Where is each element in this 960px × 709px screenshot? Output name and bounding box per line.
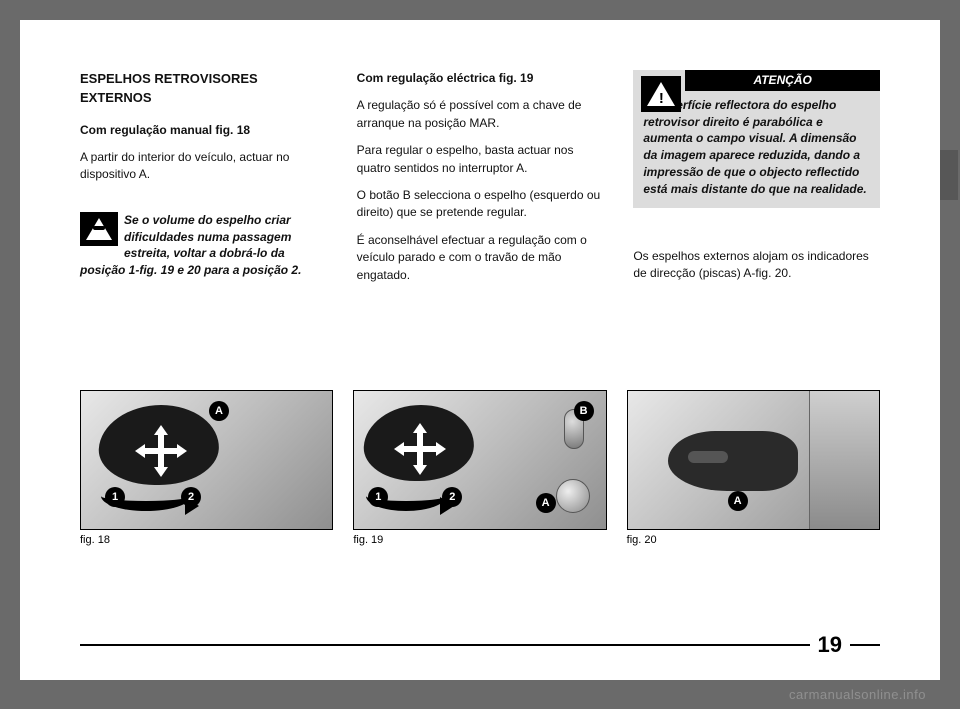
marker-a: A — [536, 493, 556, 513]
marker-b: B — [574, 401, 594, 421]
marker-a: A — [728, 491, 748, 511]
section-tab — [940, 150, 958, 200]
heading-main: ESPELHOS RETROVISORES EXTERNOS — [80, 70, 327, 108]
figure-image: A 1 2 — [80, 390, 333, 530]
column-1: ESPELHOS RETROVISORES EXTERNOS Com regul… — [80, 70, 327, 360]
warning-box: ATENÇÃO A superfície reflectora do espel… — [633, 70, 880, 208]
page-footer: 19 — [80, 632, 880, 658]
figure-image: B A 1 2 — [353, 390, 606, 530]
page-number: 19 — [810, 632, 850, 658]
watermark: carmanualsonline.info — [789, 687, 926, 702]
figure-18: F0X0019m A 1 2 fig. 18 — [80, 390, 333, 546]
paragraph: A partir do interior do veículo, actuar … — [80, 149, 327, 184]
paragraph: A regulação só é possível com a chave de… — [357, 97, 604, 132]
paragraph: Os espelhos externos alojam os indicador… — [633, 248, 880, 283]
figure-20: F0X0021m A fig. 20 — [627, 390, 880, 546]
column-2: Com regulação eléctrica fig. 19 A regula… — [357, 70, 604, 360]
column-3: ATENÇÃO A superfície reflectora do espel… — [633, 70, 880, 360]
paragraph: Para regular o espelho, basta actuar nos… — [357, 142, 604, 177]
note-box: Se o volume do espelho criar dificuldade… — [80, 210, 327, 279]
manual-page: ESPELHOS RETROVISORES EXTERNOS Com regul… — [20, 20, 940, 680]
adjust-arrows-icon — [398, 427, 442, 471]
figure-caption: fig. 20 — [627, 534, 880, 546]
warning-title: ATENÇÃO — [685, 70, 880, 91]
figures-row: F0X0019m A 1 2 fig. 18 F0X0020m — [80, 390, 880, 546]
car-warning-icon — [80, 212, 118, 246]
subheading-electric: Com regulação eléctrica fig. 19 — [357, 70, 604, 87]
marker-2: 2 — [442, 487, 462, 507]
attention-icon — [641, 76, 681, 112]
page-wrapper: ESPELHOS RETROVISORES EXTERNOS Com regul… — [20, 20, 940, 680]
footer-rule — [850, 644, 880, 646]
marker-2: 2 — [181, 487, 201, 507]
marker-a: A — [209, 401, 229, 421]
car-body-shape — [809, 391, 879, 530]
paragraph: É aconselhável efectuar a regulação com … — [357, 232, 604, 284]
figure-image: A — [627, 390, 880, 530]
mirror-side-shape — [668, 431, 798, 491]
adjust-arrows-icon — [139, 429, 183, 473]
figure-19: F0X0020m B A 1 2 fig. 19 — [353, 390, 606, 546]
figure-caption: fig. 18 — [80, 534, 333, 546]
footer-rule — [80, 644, 810, 646]
paragraph: O botão B selecciona o espelho (esquerdo… — [357, 187, 604, 222]
subheading-manual: Com regulação manual fig. 18 — [80, 122, 327, 139]
columns: ESPELHOS RETROVISORES EXTERNOS Com regul… — [80, 70, 880, 360]
figure-caption: fig. 19 — [353, 534, 606, 546]
adjust-knob — [556, 479, 590, 513]
marker-1: 1 — [105, 487, 125, 507]
